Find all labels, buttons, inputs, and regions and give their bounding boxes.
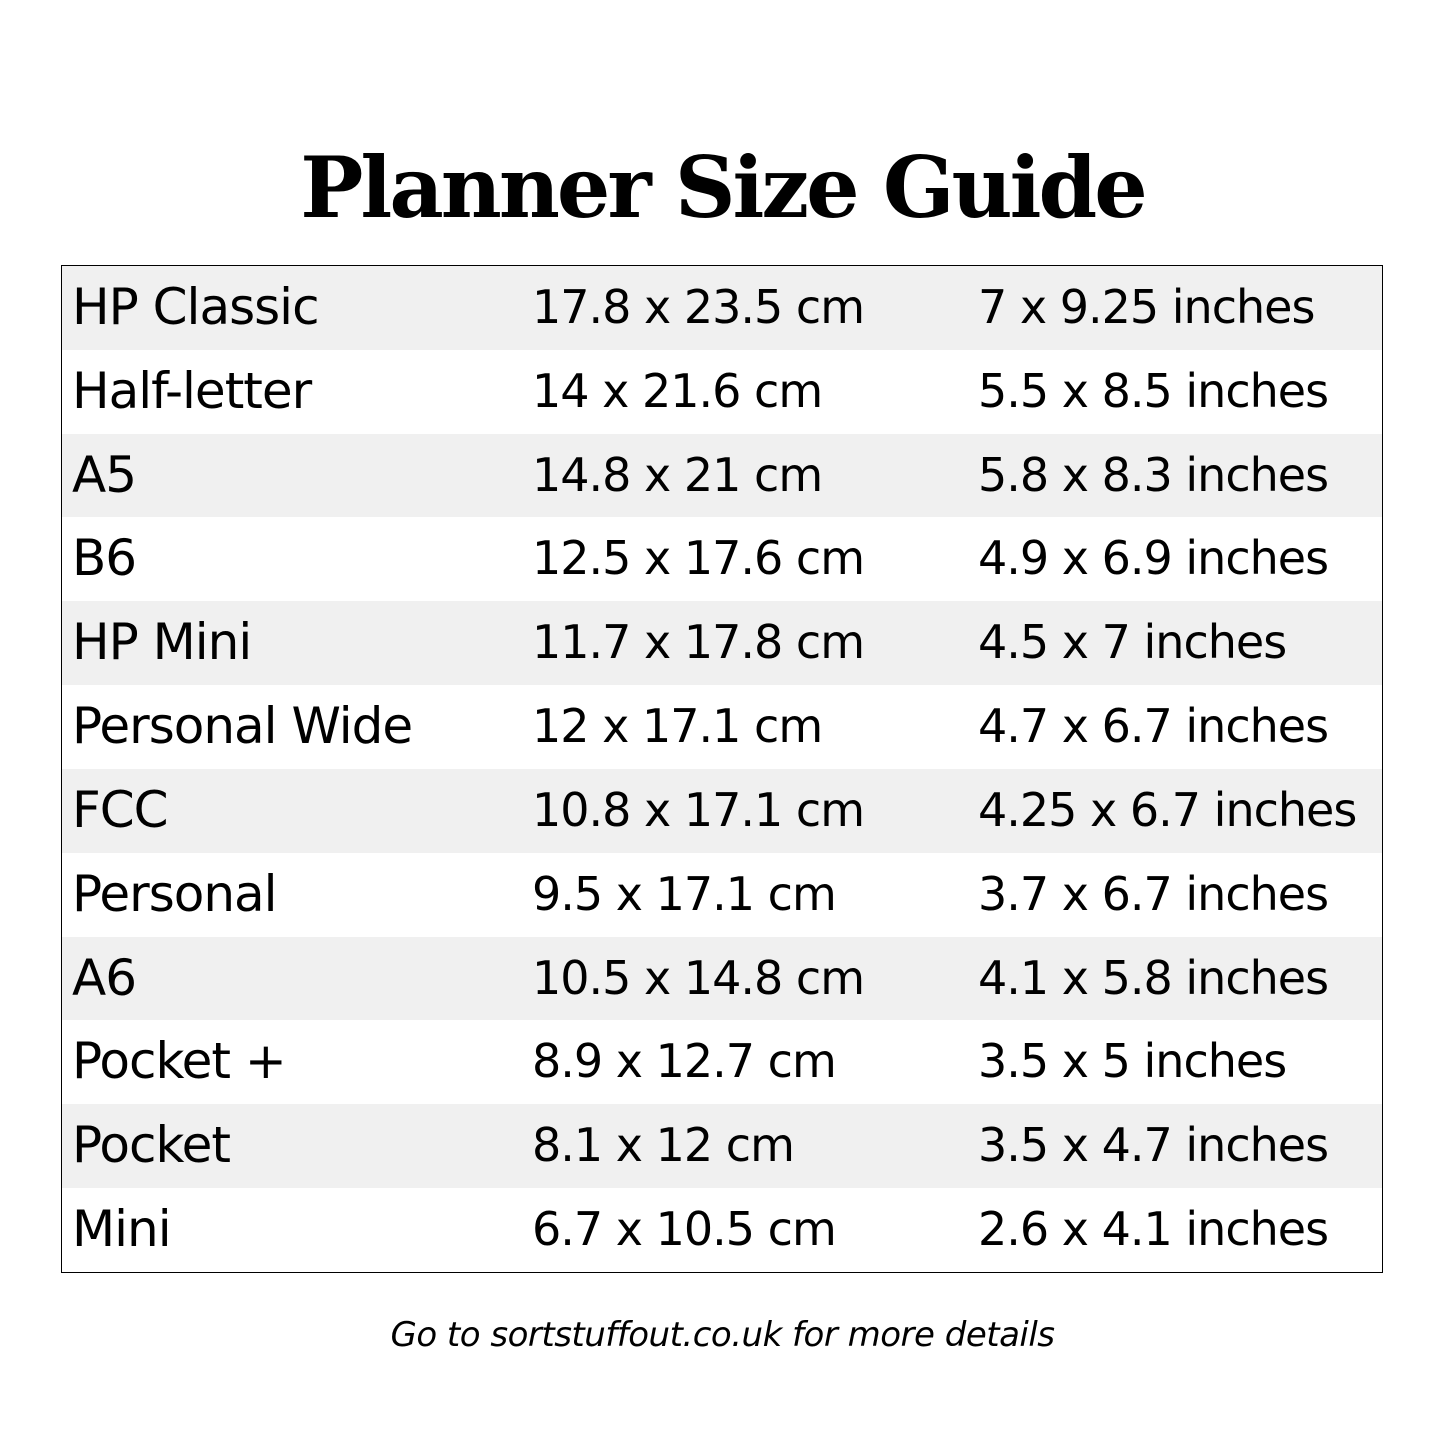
- table-row: Personal Wide 12 x 17.1 cm 4.7 x 6.7 inche…: [62, 685, 1382, 769]
- size-cm: 6.7 x 10.5 cm: [532, 1202, 837, 1257]
- size-name: B6: [72, 529, 137, 588]
- table-row: FCC 10.8 x 17.1 cm 4.25 x 6.7 inches: [62, 768, 1382, 853]
- size-inches: 3.5 x 4.7 inches: [978, 1118, 1329, 1173]
- size-inches: 5.5 x 8.5 inches: [978, 363, 1329, 418]
- size-inches: 7 x 9.25 inches: [978, 280, 1315, 334]
- size-cm: 14.8 x 21 cm: [532, 447, 823, 502]
- size-cm: 11.7 x 17.8 cm: [532, 615, 865, 670]
- size-name: A5: [72, 445, 137, 504]
- size-name: Personal Wide: [72, 697, 413, 756]
- size-inches: 4.1 x 5.8 inches: [978, 950, 1329, 1005]
- size-cm: 10.8 x 17.1 cm: [532, 782, 865, 837]
- size-name: Half-letter: [72, 361, 312, 420]
- size-inches: 5.8 x 8.3 inches: [978, 447, 1329, 502]
- size-cm: 14 x 21.6 cm: [532, 363, 823, 418]
- table-row: HP Classic 17.8 x 23.5 cm 7 x 9.25 inches: [62, 266, 1382, 350]
- size-cm: 12 x 17.1 cm: [532, 699, 823, 754]
- size-name: FCC: [72, 780, 169, 839]
- size-cm: 10.5 x 14.8 cm: [532, 950, 865, 1005]
- size-cm: 9.5 x 17.1 cm: [532, 866, 837, 921]
- footer-note: Go to sortstuffout.co.uk for more detail…: [390, 1315, 1055, 1355]
- size-cm: 8.1 x 12 cm: [532, 1118, 795, 1173]
- table-row: Pocket 8.1 x 12 cm 3.5 x 4.7 inches: [62, 1104, 1382, 1189]
- table-row: A5 14.8 x 21 cm 5.8 x 8.3 inches: [62, 433, 1382, 518]
- size-inches: 4.5 x 7 inches: [978, 615, 1287, 670]
- size-inches: 3.5 x 5 inches: [978, 1034, 1287, 1089]
- size-cm: 12.5 x 17.6 cm: [532, 531, 865, 586]
- size-name: Personal: [72, 864, 278, 923]
- page-title: Planner Size Guide: [300, 138, 1147, 237]
- size-table: HP Classic 17.8 x 23.5 cm 7 x 9.25 inches H…: [61, 265, 1383, 1273]
- size-name: Pocket: [72, 1116, 231, 1175]
- table-row: HP Mini 11.7 x 17.8 cm 4.5 x 7 inches: [62, 601, 1382, 686]
- size-name: HP Classic: [72, 278, 320, 336]
- table-row: Personal 9.5 x 17.1 cm 3.7 x 6.7 inches: [62, 853, 1382, 937]
- table-row: Mini 6.7 x 10.5 cm 2.6 x 4.1 inches: [62, 1188, 1382, 1272]
- size-name: A6: [72, 948, 137, 1007]
- table-row: A6 10.5 x 14.8 cm 4.1 x 5.8 inches: [62, 936, 1382, 1021]
- size-name: Pocket +: [72, 1032, 287, 1091]
- table-row: Pocket + 8.9 x 12.7 cm 3.5 x 5 inches: [62, 1020, 1382, 1104]
- size-inches: 4.7 x 6.7 inches: [978, 699, 1329, 754]
- size-inches: 4.9 x 6.9 inches: [978, 531, 1329, 586]
- size-inches: 4.25 x 6.7 inches: [978, 782, 1357, 837]
- size-cm: 8.9 x 12.7 cm: [532, 1034, 837, 1089]
- size-cm: 17.8 x 23.5 cm: [532, 280, 865, 334]
- size-name: Mini: [72, 1200, 172, 1259]
- size-inches: 2.6 x 4.1 inches: [978, 1202, 1329, 1257]
- table-row: B6 12.5 x 17.6 cm 4.9 x 6.9 inches: [62, 517, 1382, 601]
- table-row: Half-letter 14 x 21.6 cm 5.5 x 8.5 inches: [62, 350, 1382, 434]
- size-inches: 3.7 x 6.7 inches: [978, 866, 1329, 921]
- size-name: HP Mini: [72, 613, 252, 672]
